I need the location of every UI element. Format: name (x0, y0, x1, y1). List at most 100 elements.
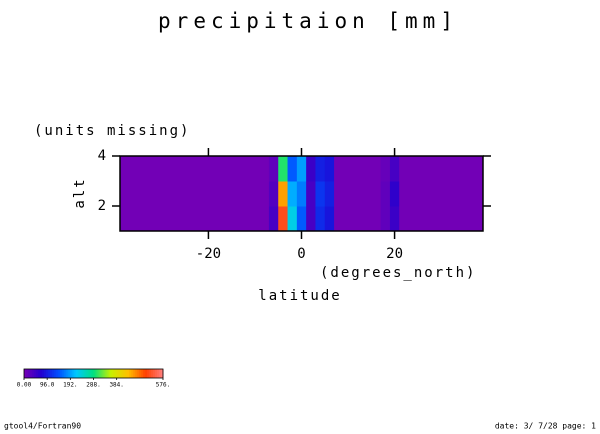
heat-cell (157, 181, 168, 207)
heat-cell (166, 181, 177, 207)
colorbar-swatch (35, 369, 39, 378)
colorbar-swatch (151, 369, 154, 378)
heat-cell (334, 181, 344, 207)
colorbar-label: 96.0 (40, 382, 55, 389)
heat-cell (231, 156, 242, 182)
heat-cell (268, 181, 279, 207)
heat-cell (241, 206, 251, 232)
colorbar-label: 0.00 (17, 382, 32, 389)
colorbar-swatch (77, 369, 81, 378)
heat-cell (138, 181, 149, 207)
colorbar-swatch (157, 369, 160, 378)
heat-cell (436, 181, 447, 207)
heat-cell (352, 156, 363, 182)
colorbar-swatch (45, 369, 49, 378)
colorbar-swatch (147, 369, 150, 378)
colorbar-swatch (73, 369, 77, 378)
colorbar-swatch (81, 369, 85, 378)
heat-cell (473, 181, 484, 207)
heat-cell (389, 156, 400, 182)
heat-cell (120, 156, 130, 182)
colorbar-swatch (159, 369, 162, 378)
colorbar-swatch (155, 369, 158, 378)
colorbar-swatch (87, 369, 91, 378)
colorbar-swatch (75, 369, 79, 378)
heat-cell (464, 156, 475, 182)
heat-cell (417, 156, 428, 182)
heat-cell (250, 206, 261, 232)
colorbar-swatch (101, 369, 104, 378)
heat-cell (334, 206, 344, 232)
heat-cell (120, 206, 130, 232)
heat-cell (473, 156, 484, 182)
heat-cell (343, 206, 354, 232)
heat-cell (231, 206, 242, 232)
heat-cell (203, 156, 214, 182)
colorbar-swatch (27, 369, 31, 378)
colorbar-swatch (93, 369, 96, 378)
colorbar-swatch (109, 369, 112, 378)
heat-cell (464, 206, 475, 232)
heat-cell (371, 206, 382, 232)
heat-cell (371, 181, 382, 207)
heat-cell (222, 206, 233, 232)
heat-cell (268, 156, 279, 182)
colorbar-swatch (71, 369, 75, 378)
heat-cell (455, 181, 465, 207)
heat-cell (352, 181, 363, 207)
heat-cell (194, 206, 205, 232)
heat-cell (389, 181, 400, 207)
heat-cell (129, 206, 140, 232)
heat-cell (166, 206, 177, 232)
heat-cell (287, 156, 298, 182)
colorbar-swatch (127, 369, 130, 378)
colorbar-swatch (123, 369, 126, 378)
heat-cell (194, 156, 205, 182)
y-axis-label: alt (72, 177, 88, 208)
heat-cell (147, 206, 158, 232)
x-tick-label: -20 (196, 246, 221, 262)
colorbar-swatch (83, 369, 87, 378)
heat-cell (175, 181, 186, 207)
heat-cell (399, 156, 410, 182)
heat-cell (213, 181, 223, 207)
heat-cell (241, 156, 251, 182)
colorbar-swatch (55, 369, 59, 378)
colorbar-swatch (139, 369, 142, 378)
heat-cell (427, 156, 437, 182)
heat-cell (399, 206, 410, 232)
heat-cell (380, 156, 391, 182)
heat-cell (343, 156, 354, 182)
heat-cell (241, 181, 251, 207)
heat-cell (417, 206, 428, 232)
heat-cell (222, 181, 233, 207)
heat-cell (315, 181, 326, 207)
colorbar-swatch (119, 369, 122, 378)
colorbar-swatch (91, 369, 94, 378)
heat-cell (259, 181, 270, 207)
heat-cell (380, 206, 391, 232)
colorbar-swatch (65, 369, 69, 378)
heat-cell (315, 156, 326, 182)
heat-cell (427, 206, 437, 232)
x-units: (degrees_north) (320, 265, 476, 281)
heat-cell (287, 181, 298, 207)
heat-cell (362, 156, 372, 182)
heat-cell (250, 156, 261, 182)
heat-cell (464, 181, 475, 207)
colorbar-swatch (105, 369, 108, 378)
colorbar-swatch (59, 369, 63, 378)
heat-cell (268, 206, 279, 232)
colorbar-swatch (133, 369, 136, 378)
colorbar-swatch (135, 369, 138, 378)
colorbar-swatch (97, 369, 100, 378)
chart-title: precipitaion [mm] (158, 9, 458, 33)
heat-cell (296, 156, 307, 182)
colorbar-swatch (129, 369, 132, 378)
heat-cell (129, 156, 140, 182)
heat-cell (445, 206, 456, 232)
colorbar-swatch (141, 369, 144, 378)
heat-cell (213, 206, 223, 232)
colorbar-swatch (103, 369, 106, 378)
colorbar-swatch (39, 369, 43, 378)
